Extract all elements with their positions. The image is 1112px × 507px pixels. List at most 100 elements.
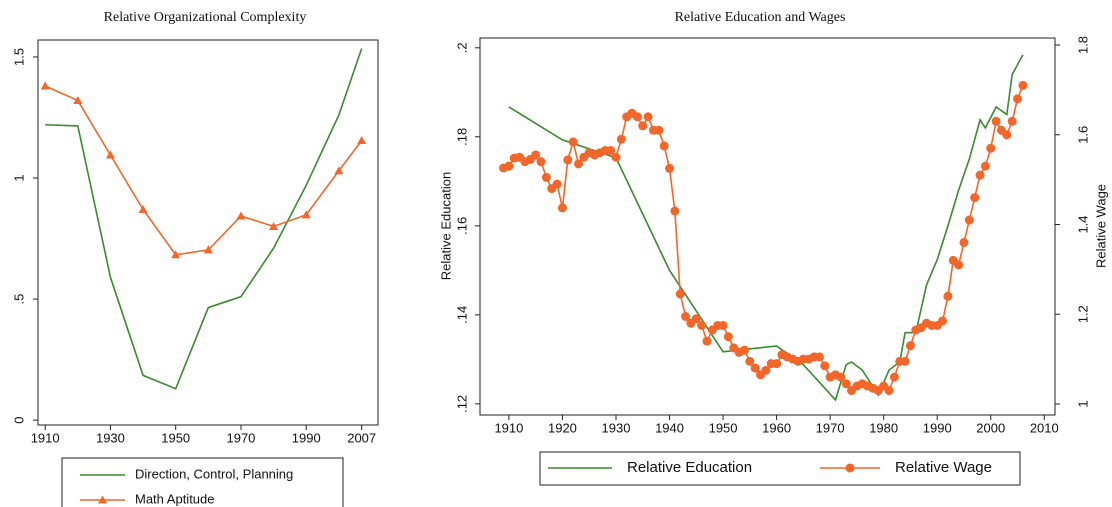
marker <box>820 361 830 371</box>
x-tick-label: 1910 <box>494 420 523 435</box>
series-line <box>508 54 1024 402</box>
x-tick-label: 1960 <box>762 420 791 435</box>
marker <box>1018 80 1028 90</box>
marker <box>959 237 969 247</box>
y-tick-label: .2 <box>454 42 469 53</box>
marker <box>980 161 990 171</box>
marker <box>841 379 851 389</box>
marker <box>643 112 653 122</box>
marker <box>665 163 675 173</box>
marker <box>40 81 50 90</box>
marker <box>991 116 1001 126</box>
marker <box>975 170 985 180</box>
marker <box>568 137 578 147</box>
marker <box>970 193 980 203</box>
marker <box>1002 130 1012 140</box>
marker <box>745 356 755 366</box>
x-tick-label: 1990 <box>923 420 952 435</box>
marker <box>638 121 648 131</box>
y2-tick-label: 1.2 <box>1075 305 1090 323</box>
x-tick-label: 2010 <box>1030 420 1059 435</box>
marker <box>845 463 855 473</box>
marker <box>536 157 546 167</box>
marker <box>654 125 664 135</box>
marker <box>557 203 567 213</box>
marker <box>938 316 948 326</box>
marker <box>697 320 707 330</box>
marker <box>632 112 642 122</box>
x-tick-label: 1990 <box>292 430 321 445</box>
y-tick-label: .18 <box>454 128 469 146</box>
marker <box>236 211 246 220</box>
marker <box>723 332 733 342</box>
marker <box>900 356 910 366</box>
y-tick-label: .12 <box>454 395 469 413</box>
marker <box>138 204 148 213</box>
marker <box>836 372 846 382</box>
marker <box>301 210 311 219</box>
marker <box>1013 94 1023 104</box>
y-tick-label: .14 <box>454 306 469 324</box>
marker <box>269 221 279 230</box>
marker <box>563 155 573 165</box>
marker <box>964 215 974 225</box>
x-tick-label: 1910 <box>31 430 60 445</box>
series-line <box>503 85 1024 392</box>
legend-box <box>539 451 1021 486</box>
marker <box>552 179 562 189</box>
x-tick-label: 1970 <box>816 420 845 435</box>
chart-title: Relative Education and Wages <box>675 10 846 25</box>
marker <box>986 143 996 153</box>
marker <box>203 245 213 254</box>
y2-tick-label: 1 <box>1075 400 1090 407</box>
y2-axis-label: Relative Wage <box>1093 184 1108 268</box>
legend-label: Direction, Control, Planning <box>135 466 293 481</box>
y-tick-label: 1.5 <box>11 48 26 66</box>
y-axis-label: Relative Education <box>438 172 453 280</box>
marker <box>531 150 541 160</box>
marker <box>334 166 344 175</box>
y-tick-label: .5 <box>11 294 26 305</box>
y2-tick-label: 1.4 <box>1075 215 1090 233</box>
x-tick-label: 1980 <box>869 420 898 435</box>
marker <box>611 152 621 162</box>
marker <box>772 359 782 369</box>
marker <box>761 365 771 375</box>
x-tick-label: 1950 <box>709 420 738 435</box>
x-tick-label: 1930 <box>96 430 125 445</box>
marker <box>504 161 514 171</box>
marker <box>616 134 626 144</box>
marker <box>73 96 83 105</box>
marker <box>606 145 616 155</box>
marker <box>739 345 749 355</box>
marker <box>750 363 760 373</box>
y-tick-label: 1 <box>11 174 26 181</box>
x-tick-label: 1930 <box>602 420 631 435</box>
marker <box>702 336 712 346</box>
marker <box>659 141 669 151</box>
marker <box>105 150 115 159</box>
marker <box>681 311 691 321</box>
legend-label: Math Aptitude <box>135 491 215 506</box>
marker <box>889 372 899 382</box>
x-tick-label: 1970 <box>226 430 255 445</box>
marker <box>98 495 107 504</box>
marker <box>675 289 685 299</box>
series-line <box>45 48 363 390</box>
x-tick-label: 1950 <box>161 430 190 445</box>
marker <box>884 386 894 396</box>
marker <box>541 172 551 182</box>
marker <box>357 135 367 144</box>
x-tick-label: 2000 <box>976 420 1005 435</box>
marker <box>905 341 915 351</box>
marker <box>718 320 728 330</box>
marker <box>954 260 964 270</box>
marker <box>574 159 584 169</box>
plot-frame <box>37 39 379 426</box>
marker <box>691 314 701 324</box>
x-tick-label: 1940 <box>655 420 684 435</box>
legend-label: Relative Education <box>627 459 752 476</box>
chart-title: Relative Organizational Complexity <box>104 10 307 25</box>
marker <box>814 352 824 362</box>
x-tick-label: 2007 <box>347 430 376 445</box>
